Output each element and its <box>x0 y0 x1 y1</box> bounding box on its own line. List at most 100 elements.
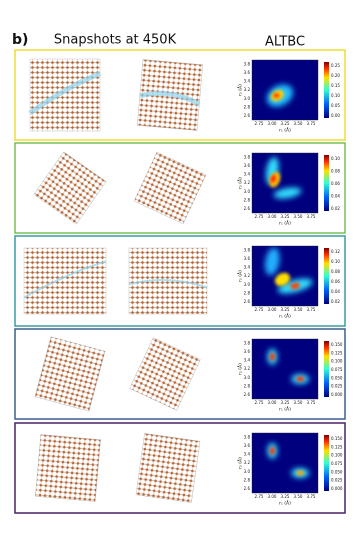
snapshot <box>35 434 101 502</box>
snapshot <box>129 337 201 411</box>
panel-row: 2.75 3.00 3.25 3.50 3.75 2.6 2.8 3.0 3.2 3.4 3.6 3.… <box>14 142 346 234</box>
x-tick-label: 3.50 <box>294 307 303 312</box>
altbc-title: ALTBC <box>265 35 305 50</box>
y-axis-label: r₂ (Å) <box>237 363 244 375</box>
heatmap-bg <box>252 153 318 213</box>
snapshot <box>137 59 203 131</box>
y-tick-label: 3.6 <box>244 349 251 354</box>
x-tick-label: 3.00 <box>268 307 277 312</box>
y-tick-label: 2.6 <box>244 206 251 211</box>
atom-lattice <box>129 337 201 411</box>
colorbar-tick-label: 0.025 <box>331 384 343 389</box>
colorbar-tick-label: 0.150 <box>331 436 343 441</box>
y-tick-label: 3.4 <box>244 265 251 270</box>
y-tick-label: 2.8 <box>244 383 251 388</box>
heatmap-frame <box>251 152 319 214</box>
panel-row: 2.75 3.00 3.25 3.50 3.75 2.6 2.8 3.0 3.2 3.4 3.6 3.… <box>14 328 346 420</box>
y-tick-label: 3.8 <box>244 154 251 159</box>
density-blob <box>269 352 275 361</box>
y-tick-label: 3.8 <box>244 61 251 66</box>
x-axis-label: r₁ (Å) <box>279 500 291 507</box>
heatmap-bg <box>252 433 318 493</box>
snapshot <box>128 247 208 315</box>
x-tick-label: 3.50 <box>294 121 303 126</box>
y-tick-label: 3.4 <box>244 452 251 457</box>
colorbar-tick-label: 0.075 <box>331 461 343 466</box>
y-tick-label: 3.6 <box>244 70 251 75</box>
colorbar <box>324 248 329 304</box>
y-tick-label: 3.6 <box>244 163 251 168</box>
heatmap <box>252 246 318 306</box>
colorbar-tick-label: 0.08 <box>331 269 340 274</box>
colorbar-tick-label: 0.15 <box>331 83 340 88</box>
y-tick-label: 3.8 <box>244 340 251 345</box>
x-tick-label: 3.50 <box>294 214 303 219</box>
x-tick-label: 3.50 <box>294 400 303 405</box>
x-axis-label: r₁ (Å) <box>279 220 291 227</box>
colorbar <box>324 155 329 211</box>
y-tick-label: 3.2 <box>244 366 251 371</box>
density-blob <box>274 272 291 286</box>
x-tick-label: 2.75 <box>255 307 264 312</box>
y-tick-label: 3.0 <box>244 282 251 287</box>
heatmap-frame <box>251 245 319 307</box>
x-axis-label: r₁ (Å) <box>279 313 291 320</box>
y-tick-label: 3.2 <box>244 460 251 465</box>
x-tick-label: 2.75 <box>255 214 264 219</box>
atom-lattice <box>133 151 207 225</box>
snapshot <box>135 433 201 503</box>
x-tick-label: 2.75 <box>255 494 264 499</box>
colorbar <box>324 435 329 491</box>
y-tick-label: 2.8 <box>244 290 251 295</box>
colorbar-tick-label: 0.10 <box>331 93 340 98</box>
heatmap-frame <box>251 338 319 400</box>
panel-label: b) <box>12 32 28 48</box>
snapshot <box>33 151 107 225</box>
colorbar-tick-label: 0.10 <box>331 259 340 264</box>
x-axis-label: r₁ (Å) <box>279 127 291 134</box>
atom-lattice <box>135 433 201 503</box>
colorbar-tick-label: 0.075 <box>331 367 343 372</box>
colorbar-tick-label: 0.08 <box>331 169 340 174</box>
panel-row: 2.75 3.00 3.25 3.50 3.75 2.6 2.8 3.0 3.2 3.4 3.6 3.… <box>14 49 346 141</box>
snapshot <box>23 247 107 315</box>
colorbar-tick-label: 0.05 <box>331 103 340 108</box>
panel-border <box>14 235 346 327</box>
x-tick-label: 2.75 <box>255 400 264 405</box>
colorbar-tick-label: 0.12 <box>331 249 340 254</box>
x-tick-label: 3.25 <box>281 214 290 219</box>
density-blob <box>269 446 275 455</box>
colorbar-tick-label: 0.000 <box>331 392 343 397</box>
panel-border <box>14 328 346 420</box>
colorbar-tick-label: 0.100 <box>331 359 343 364</box>
y-tick-label: 2.6 <box>244 299 251 304</box>
heatmap-bg <box>252 339 318 399</box>
atom-lattice <box>29 58 101 132</box>
water-region <box>28 71 101 116</box>
density-blob <box>296 470 305 476</box>
y-axis-label: r₂ (Å) <box>237 457 244 469</box>
colorbar-tick-label: 0.02 <box>331 299 340 304</box>
y-tick-label: 3.0 <box>244 375 251 380</box>
snapshot <box>34 336 106 412</box>
colorbar-tick-label: 0.06 <box>331 279 340 284</box>
heatmap <box>252 153 318 213</box>
x-axis-label: r₁ (Å) <box>279 406 291 413</box>
y-tick-label: 3.2 <box>244 87 251 92</box>
colorbar-tick-label: 0.10 <box>331 156 340 161</box>
x-tick-label: 3.25 <box>281 400 290 405</box>
density-blob <box>273 93 280 98</box>
colorbar <box>324 62 329 118</box>
x-tick-label: 3.75 <box>307 494 316 499</box>
atom-lattice <box>34 336 106 412</box>
y-tick-label: 3.8 <box>244 247 251 252</box>
snapshot <box>133 151 207 225</box>
y-tick-label: 3.0 <box>244 96 251 101</box>
atom-lattice <box>35 434 101 502</box>
heatmap-frame <box>251 432 319 494</box>
snapshot <box>28 58 101 132</box>
colorbar-tick-label: 0.050 <box>331 469 343 474</box>
y-tick-label: 3.4 <box>244 172 251 177</box>
density-blob <box>264 247 280 276</box>
y-tick-label: 2.6 <box>244 113 251 118</box>
